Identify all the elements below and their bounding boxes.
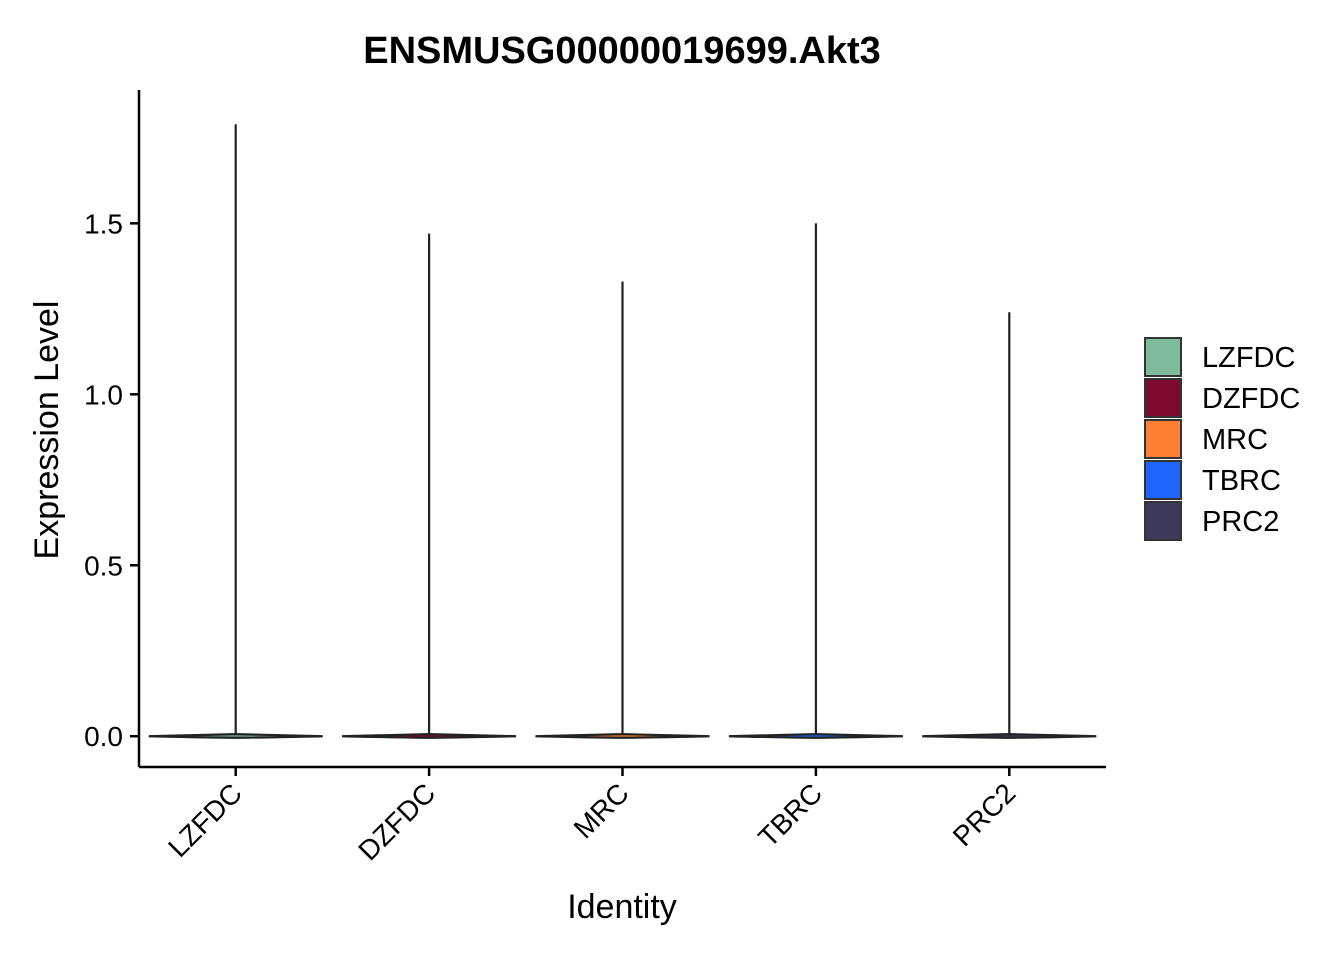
x-tick-label-tbrc: TBRC bbox=[752, 777, 828, 853]
violin-body bbox=[922, 733, 1097, 739]
legend: LZFDC DZFDC MRC TBRC PRC2 bbox=[1144, 337, 1300, 541]
plot-area: 0.0 0.5 1.0 1.5 LZFDC DZFDC MRC TBRC PRC2 bbox=[84, 90, 1106, 866]
violin-dzfdc bbox=[342, 233, 517, 739]
legend-label: TBRC bbox=[1202, 465, 1281, 497]
legend-item-prc2: PRC2 bbox=[1144, 501, 1279, 541]
legend-item-lzfdc: LZFDC bbox=[1144, 337, 1295, 377]
violin-body bbox=[728, 733, 903, 739]
violin-body bbox=[535, 733, 710, 739]
x-axis-title: Identity bbox=[567, 888, 677, 926]
violin-tbrc bbox=[728, 223, 903, 739]
legend-swatch bbox=[1144, 501, 1182, 541]
violin-lzfdc bbox=[148, 124, 323, 739]
violin-body bbox=[342, 733, 517, 739]
violin-mrc bbox=[535, 281, 710, 739]
x-tick-label-prc2: PRC2 bbox=[947, 777, 1022, 852]
violin-prc2 bbox=[922, 312, 1097, 739]
legend-label: PRC2 bbox=[1202, 506, 1279, 538]
y-tick-label: 0.5 bbox=[84, 550, 123, 581]
legend-swatch bbox=[1144, 419, 1182, 459]
y-tick-label: 0.0 bbox=[84, 721, 123, 752]
legend-label: DZFDC bbox=[1202, 383, 1300, 415]
x-tick-label-dzfdc: DZFDC bbox=[352, 777, 441, 866]
legend-swatch bbox=[1144, 337, 1182, 377]
legend-swatch bbox=[1144, 378, 1182, 418]
legend-item-tbrc: TBRC bbox=[1144, 460, 1281, 500]
legend-swatch bbox=[1144, 460, 1182, 500]
legend-item-mrc: MRC bbox=[1144, 419, 1268, 459]
legend-item-dzfdc: DZFDC bbox=[1144, 378, 1300, 418]
chart-title: ENSMUSG00000019699.Akt3 bbox=[363, 30, 881, 72]
y-tick-label: 1.5 bbox=[84, 208, 123, 239]
x-tick-label-mrc: MRC bbox=[568, 777, 635, 844]
y-axis-title: Expression Level bbox=[28, 301, 66, 560]
legend-label: LZFDC bbox=[1202, 342, 1295, 374]
x-tick-label-lzfdc: LZFDC bbox=[162, 777, 248, 863]
y-tick-label: 1.0 bbox=[84, 379, 123, 410]
legend-label: MRC bbox=[1202, 424, 1268, 456]
violin-body bbox=[148, 733, 323, 739]
